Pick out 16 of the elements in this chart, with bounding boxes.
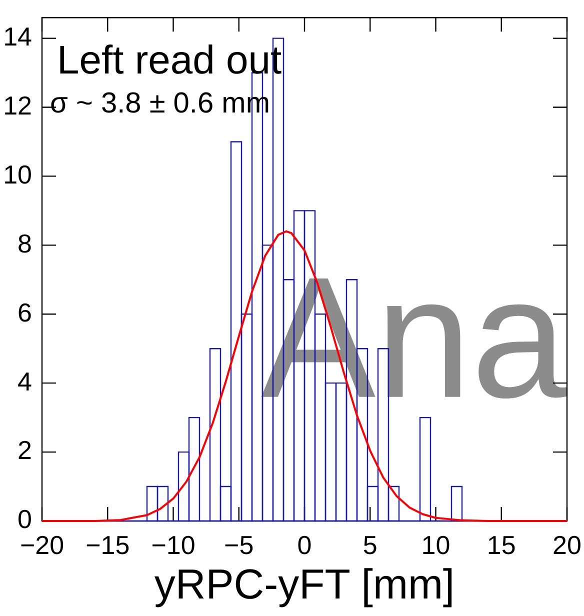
x-tick-label: −5 xyxy=(224,530,254,560)
y-tick-label: 10 xyxy=(3,159,32,190)
x-tick-label: 5 xyxy=(362,530,378,560)
x-tick-label: −15 xyxy=(86,530,130,560)
y-tick-label: 6 xyxy=(18,297,32,328)
y-tick-label: 8 xyxy=(18,228,32,258)
x-tick-label: −10 xyxy=(151,530,196,560)
y-tick-label: 4 xyxy=(18,366,32,396)
x-tick-label: 15 xyxy=(486,530,516,560)
x-tick-label: 20 xyxy=(552,530,582,560)
x-axis-title: yRPC-yFT [mm] xyxy=(154,560,455,608)
y-tick-label: 12 xyxy=(3,90,32,120)
y-tick-label: 14 xyxy=(3,21,32,52)
x-tick-label: 10 xyxy=(421,530,450,560)
y-tick-label: 2 xyxy=(18,435,32,466)
x-tick-label: 0 xyxy=(297,530,312,560)
